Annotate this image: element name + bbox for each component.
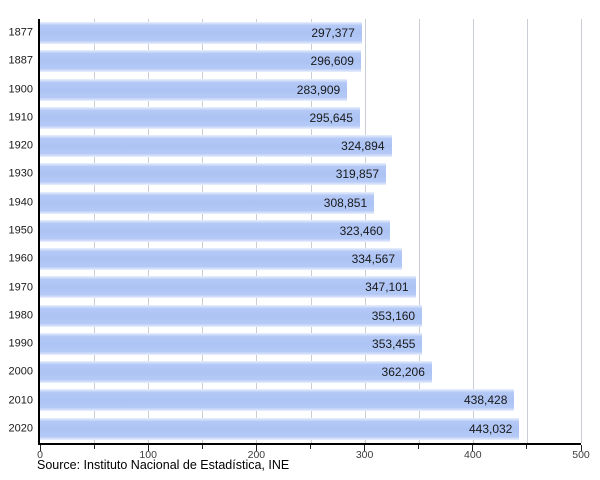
x-axis-tick-label: 200 <box>247 449 266 461</box>
year-label: 2010 <box>8 394 33 407</box>
x-axis-major-tick <box>39 445 41 451</box>
bar-row: 1990 353,455 <box>9 330 581 358</box>
plot-area: 1877 297,377 1887 296,609 1900 283,909 1910 295… <box>9 19 590 460</box>
year-label: 1950 <box>8 224 33 237</box>
bar: 296,609 <box>40 50 361 73</box>
bar: 438,428 <box>40 389 515 412</box>
bar-value-label: 362,206 <box>381 365 425 380</box>
x-axis-tick-label: 100 <box>139 449 157 461</box>
x-axis-major-tick <box>580 445 582 451</box>
bar: 334,567 <box>40 248 402 271</box>
year-label: 1960 <box>8 252 33 265</box>
year-label: 1940 <box>8 196 33 209</box>
bar-row: 1970 347,101 <box>9 273 581 301</box>
bar: 324,894 <box>40 135 392 158</box>
bar-row: 1940 308,851 <box>9 189 581 217</box>
gridline <box>581 19 582 443</box>
bar: 323,460 <box>40 219 390 242</box>
bar-row: 1980 353,160 <box>9 302 581 330</box>
bar-row: 2010 438,428 <box>9 386 581 414</box>
x-axis-major-tick <box>472 445 474 451</box>
year-label: 1990 <box>8 337 33 350</box>
bar: 297,377 <box>40 22 362 44</box>
x-axis-tick-label: 0 <box>37 449 43 461</box>
gridline <box>418 19 420 443</box>
bar-value-label: 283,909 <box>296 82 341 97</box>
year-label: 1920 <box>8 139 33 152</box>
bar-value-label: 308,851 <box>323 195 368 210</box>
bar-value-label: 347,101 <box>365 280 409 295</box>
bar: 443,032 <box>40 417 520 440</box>
bar-row: 1887 296,609 <box>9 47 581 75</box>
bar-value-label: 319,857 <box>335 167 380 182</box>
bar-row: 1920 324,894 <box>9 132 581 160</box>
bar: 308,851 <box>40 191 375 214</box>
year-label: 1930 <box>8 167 33 180</box>
bar: 353,160 <box>40 304 423 327</box>
x-axis-minor-tick <box>201 445 203 449</box>
bar: 283,909 <box>40 78 348 101</box>
x-axis-minor-tick <box>418 445 420 449</box>
bar-value-label: 438,428 <box>463 393 508 408</box>
bar-value-label: 295,645 <box>309 110 353 125</box>
x-axis-major-tick <box>255 445 257 451</box>
bar-value-label: 353,160 <box>371 308 416 323</box>
bar-value-label: 443,032 <box>468 421 513 436</box>
bar-row: 1930 319,857 <box>9 160 581 188</box>
x-axis-minor-tick <box>310 445 311 449</box>
year-label: 1900 <box>8 83 33 96</box>
bar-value-label: 297,377 <box>311 26 355 40</box>
year-label: 1970 <box>8 281 33 294</box>
bar-row: 1910 295,645 <box>9 104 581 132</box>
x-axis-tick-label: 300 <box>355 449 374 461</box>
year-label: 2020 <box>8 422 33 435</box>
bar-row: 1900 283,909 <box>9 76 581 104</box>
x-axis-tick-label: 400 <box>464 449 482 461</box>
source-caption: Source: Instituto Nacional de Estadístic… <box>37 458 290 472</box>
bar-row: 1960 334,567 <box>9 245 581 273</box>
bar: 362,206 <box>40 361 432 384</box>
x-axis-minor-tick <box>526 445 528 449</box>
x-axis-major-tick <box>147 445 149 451</box>
bar-value-label: 324,894 <box>341 139 385 154</box>
gridline <box>472 19 474 443</box>
bar-row: 1950 323,460 <box>9 217 581 245</box>
bar-value-label: 353,455 <box>372 336 416 351</box>
year-label: 2000 <box>8 365 33 378</box>
bar-row: 1877 297,377 <box>9 19 581 47</box>
year-label: 1877 <box>8 26 33 39</box>
bar-value-label: 323,460 <box>339 223 383 238</box>
x-axis-major-tick <box>364 445 366 451</box>
year-label: 1910 <box>8 111 33 124</box>
bar-row: 2020 443,032 <box>9 415 581 443</box>
year-label: 1887 <box>8 54 33 67</box>
bar-value-label: 296,609 <box>310 54 354 69</box>
bar-value-label: 334,567 <box>351 252 395 267</box>
bar-row: 2000 362,206 <box>9 358 581 386</box>
bar: 347,101 <box>40 276 416 299</box>
year-label: 1980 <box>8 309 33 322</box>
bar: 353,455 <box>40 332 423 355</box>
bar: 295,645 <box>40 106 360 129</box>
bar: 319,857 <box>40 163 387 186</box>
x-axis-minor-tick <box>93 445 95 449</box>
x-axis-tick-label: 500 <box>572 449 590 461</box>
gridline <box>526 19 528 443</box>
